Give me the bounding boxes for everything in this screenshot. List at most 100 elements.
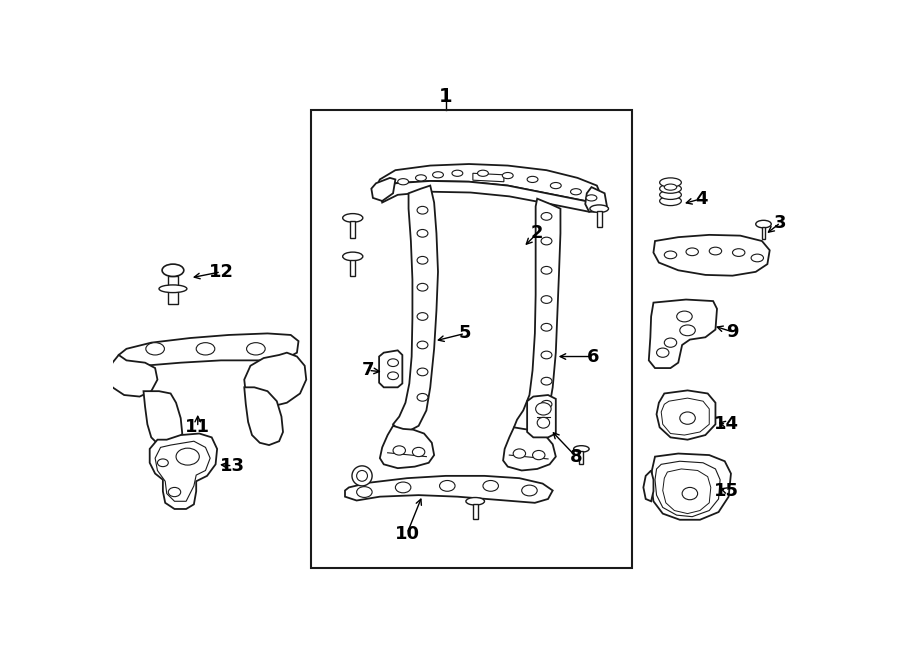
Ellipse shape <box>541 377 552 385</box>
Polygon shape <box>761 227 765 239</box>
Polygon shape <box>597 212 601 227</box>
Ellipse shape <box>541 351 552 359</box>
Ellipse shape <box>398 178 409 185</box>
Polygon shape <box>109 355 158 397</box>
Polygon shape <box>168 290 177 304</box>
Text: 12: 12 <box>209 263 233 281</box>
Text: 9: 9 <box>726 323 739 341</box>
Polygon shape <box>644 471 653 501</box>
Polygon shape <box>345 476 553 503</box>
Ellipse shape <box>162 264 184 276</box>
Polygon shape <box>372 178 395 201</box>
Polygon shape <box>244 387 283 445</box>
Ellipse shape <box>522 485 537 496</box>
Ellipse shape <box>388 372 399 379</box>
Text: 6: 6 <box>587 348 599 366</box>
Text: 11: 11 <box>185 418 211 436</box>
Ellipse shape <box>343 252 363 260</box>
Ellipse shape <box>395 482 411 493</box>
Ellipse shape <box>664 251 677 258</box>
Ellipse shape <box>541 323 552 331</box>
Ellipse shape <box>537 417 550 428</box>
Ellipse shape <box>590 205 608 212</box>
Polygon shape <box>380 181 605 212</box>
Ellipse shape <box>168 487 181 496</box>
Ellipse shape <box>541 213 552 220</box>
Ellipse shape <box>158 459 168 467</box>
Ellipse shape <box>417 256 428 264</box>
Ellipse shape <box>586 195 597 201</box>
Polygon shape <box>649 299 717 368</box>
Ellipse shape <box>146 342 165 355</box>
Ellipse shape <box>709 247 722 255</box>
Ellipse shape <box>247 342 266 355</box>
Polygon shape <box>655 461 720 517</box>
Ellipse shape <box>656 348 669 358</box>
Ellipse shape <box>660 184 681 193</box>
Ellipse shape <box>682 487 698 500</box>
Polygon shape <box>527 395 556 438</box>
Ellipse shape <box>664 184 677 190</box>
Polygon shape <box>472 504 478 520</box>
Text: 13: 13 <box>220 457 245 475</box>
Text: 2: 2 <box>531 224 544 243</box>
Ellipse shape <box>533 450 545 459</box>
Polygon shape <box>657 391 716 440</box>
Ellipse shape <box>466 498 484 505</box>
Ellipse shape <box>502 173 513 178</box>
Polygon shape <box>149 434 217 509</box>
Ellipse shape <box>660 196 681 206</box>
Ellipse shape <box>756 220 771 228</box>
Ellipse shape <box>417 206 428 214</box>
Text: 1: 1 <box>439 87 453 106</box>
Ellipse shape <box>573 446 590 452</box>
Text: 14: 14 <box>714 415 739 433</box>
Ellipse shape <box>417 341 428 349</box>
Polygon shape <box>472 173 504 182</box>
Ellipse shape <box>733 249 745 256</box>
Ellipse shape <box>417 284 428 291</box>
Ellipse shape <box>159 285 187 293</box>
Polygon shape <box>350 260 356 276</box>
Polygon shape <box>143 391 182 447</box>
Ellipse shape <box>356 486 372 498</box>
Ellipse shape <box>571 188 581 195</box>
Ellipse shape <box>343 214 363 222</box>
Ellipse shape <box>752 254 763 262</box>
Text: 8: 8 <box>570 447 582 465</box>
Ellipse shape <box>680 325 696 336</box>
Polygon shape <box>155 442 211 501</box>
Ellipse shape <box>356 471 367 481</box>
Ellipse shape <box>196 342 215 355</box>
Ellipse shape <box>660 190 681 200</box>
Polygon shape <box>580 451 583 463</box>
Polygon shape <box>380 426 434 468</box>
Ellipse shape <box>660 178 681 187</box>
Ellipse shape <box>416 175 427 181</box>
Polygon shape <box>585 187 607 212</box>
Ellipse shape <box>393 446 405 455</box>
Ellipse shape <box>417 229 428 237</box>
Ellipse shape <box>541 237 552 245</box>
Ellipse shape <box>176 448 199 465</box>
Ellipse shape <box>686 248 698 256</box>
Ellipse shape <box>478 170 489 176</box>
Polygon shape <box>350 221 356 238</box>
Ellipse shape <box>417 368 428 375</box>
Polygon shape <box>651 453 731 520</box>
Polygon shape <box>393 186 438 432</box>
Ellipse shape <box>664 338 677 347</box>
Polygon shape <box>653 235 770 276</box>
Ellipse shape <box>551 182 562 188</box>
Text: 4: 4 <box>695 190 707 208</box>
Ellipse shape <box>513 449 526 458</box>
Polygon shape <box>244 353 306 407</box>
Ellipse shape <box>541 295 552 303</box>
Polygon shape <box>662 398 709 435</box>
Ellipse shape <box>417 313 428 321</box>
Polygon shape <box>503 428 556 471</box>
Ellipse shape <box>536 403 551 415</box>
Ellipse shape <box>527 176 538 182</box>
Text: 10: 10 <box>394 525 419 543</box>
Text: 5: 5 <box>459 325 472 342</box>
